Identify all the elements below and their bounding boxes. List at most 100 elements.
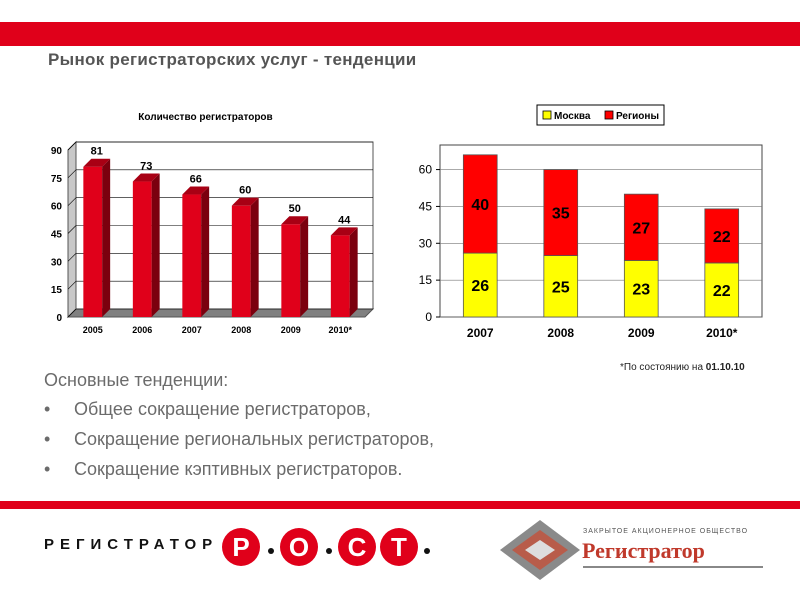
trend-text: Общее сокращение регистраторов, [74, 399, 371, 419]
bar-top [231, 197, 259, 206]
registrator-emblem-icon [500, 520, 580, 580]
bottom-red-bar [0, 501, 800, 509]
x-tick-label: 2008 [231, 325, 251, 335]
trend-text: Сокращение кэптивных регистраторов. [74, 459, 403, 479]
footnote-prefix: *По состоянию на [620, 362, 706, 373]
data-label: 25 [552, 279, 570, 296]
bar-side [250, 197, 259, 317]
bullet-icon: • [44, 399, 51, 419]
x-tick-label: 2010* [706, 326, 738, 340]
data-label: 60 [239, 185, 251, 197]
registrator-name: Регистратор [582, 538, 705, 563]
y-tick-label: 45 [51, 230, 63, 241]
data-label: 81 [91, 146, 103, 158]
legend-swatch [604, 110, 614, 120]
bar-side [300, 216, 309, 317]
rost-dot-icon [326, 548, 332, 554]
trend-text: Сокращение региональных регистраторов, [74, 429, 435, 449]
gridline-diag [67, 308, 77, 318]
bar [281, 224, 301, 317]
legend-label: Регионы [616, 111, 659, 122]
y-tick-label: 75 [51, 174, 63, 185]
gridline-diag [67, 280, 77, 290]
bar-side [151, 173, 160, 317]
top-red-bar [0, 22, 800, 46]
rost-letter: Р [222, 528, 260, 566]
registrator-company-type: ЗАКРЫТОЕ АКЦИОНЕРНОЕ ОБЩЕСТВО [583, 528, 749, 535]
stacked-bar-segment [623, 193, 659, 261]
stacked-bar-segment [623, 260, 659, 318]
data-label: 44 [338, 214, 351, 226]
bar-top [281, 216, 309, 225]
data-label: 50 [289, 203, 301, 215]
gridline-diag [67, 169, 77, 179]
bar [231, 205, 251, 317]
y-tick-label: 60 [419, 163, 433, 177]
bar [83, 166, 103, 317]
registrator-underline [583, 566, 763, 568]
rost-letter: Т [380, 528, 418, 566]
gridline-diag [67, 225, 77, 234]
moscow-regions-chart: Москва Регионы 0 15 30 45 60 26 40 2007 25 35 2008 23… [419, 104, 763, 340]
gridline-diag [67, 197, 77, 206]
rost-letter: С [338, 528, 376, 566]
bar [182, 194, 202, 317]
y-tick-label: 30 [419, 236, 433, 250]
trends-list: • Общее сокращение регистраторов, • Сокращ… [44, 399, 434, 480]
trend-item: • Общее сокращение регистраторов, [44, 399, 434, 420]
x-tick-label: 2005 [83, 325, 103, 335]
x-tick-label: 2007 [182, 325, 202, 335]
rost-logo-word: РЕГИСТРАТОР [44, 536, 219, 553]
trend-item: • Сокращение региональных регистраторов, [44, 429, 434, 450]
footnote: *По состоянию на 01.10.10 [620, 362, 745, 373]
legend-swatch [542, 110, 552, 120]
registrar-count-chart: Количество регистраторов 0 15 30 45 60 75 90 81 2… [51, 112, 375, 335]
data-label: 23 [632, 282, 650, 299]
rost-dot-icon [268, 548, 274, 554]
plot-floor [66, 308, 375, 318]
footnote-date: 01.10.10 [705, 362, 745, 373]
x-tick-label: 2009 [628, 326, 655, 340]
data-label: 40 [471, 197, 489, 214]
gridline-diag [67, 141, 77, 151]
x-tick-label: 2008 [547, 326, 574, 340]
bar-top [182, 186, 210, 195]
x-tick-label: 2009 [281, 325, 301, 335]
x-tick-label: 2007 [467, 326, 494, 340]
data-label: 35 [552, 206, 570, 223]
y-tick-label: 45 [419, 199, 433, 213]
y-tick-label: 30 [51, 257, 63, 268]
bar [132, 181, 152, 317]
data-label: 73 [140, 161, 152, 173]
x-tick-label: 2010* [328, 325, 352, 335]
y-tick-label: 15 [419, 273, 433, 287]
trends-heading: Основные тенденции: [44, 370, 229, 390]
stacked-bar-segment [543, 169, 579, 256]
bar-side [349, 227, 358, 317]
data-label: 27 [632, 220, 650, 237]
bar-top [83, 158, 111, 167]
bullet-icon: • [44, 429, 51, 449]
bullet-icon: • [44, 459, 51, 479]
bar-top [330, 227, 358, 236]
x-tick-label: 2006 [132, 325, 152, 335]
y-tick-label: 0 [56, 313, 62, 324]
legend-box [536, 104, 665, 126]
data-label: 22 [713, 283, 731, 300]
rost-dot-icon [424, 548, 430, 554]
bar-side [201, 186, 210, 317]
bar-side [102, 158, 111, 317]
stacked-bar-segment [462, 154, 498, 254]
chart-legend: Москва Регионы [536, 104, 665, 126]
stacked-bar-segment [704, 262, 740, 318]
trends-block: Основные тенденции: • Общее сокращение ре… [44, 370, 434, 489]
y-tick-label: 60 [51, 202, 63, 213]
data-label: 22 [713, 229, 731, 246]
data-label: 26 [471, 278, 489, 295]
y-tick-label: 90 [51, 146, 63, 157]
stacked-bar-segment [543, 255, 579, 318]
rost-letter: О [280, 528, 318, 566]
chart-title: Количество регистраторов [138, 112, 272, 123]
trend-item: • Сокращение кэптивных регистраторов. [44, 459, 434, 480]
slide-title: Рынок регистраторских услуг - тенденции [48, 50, 417, 69]
